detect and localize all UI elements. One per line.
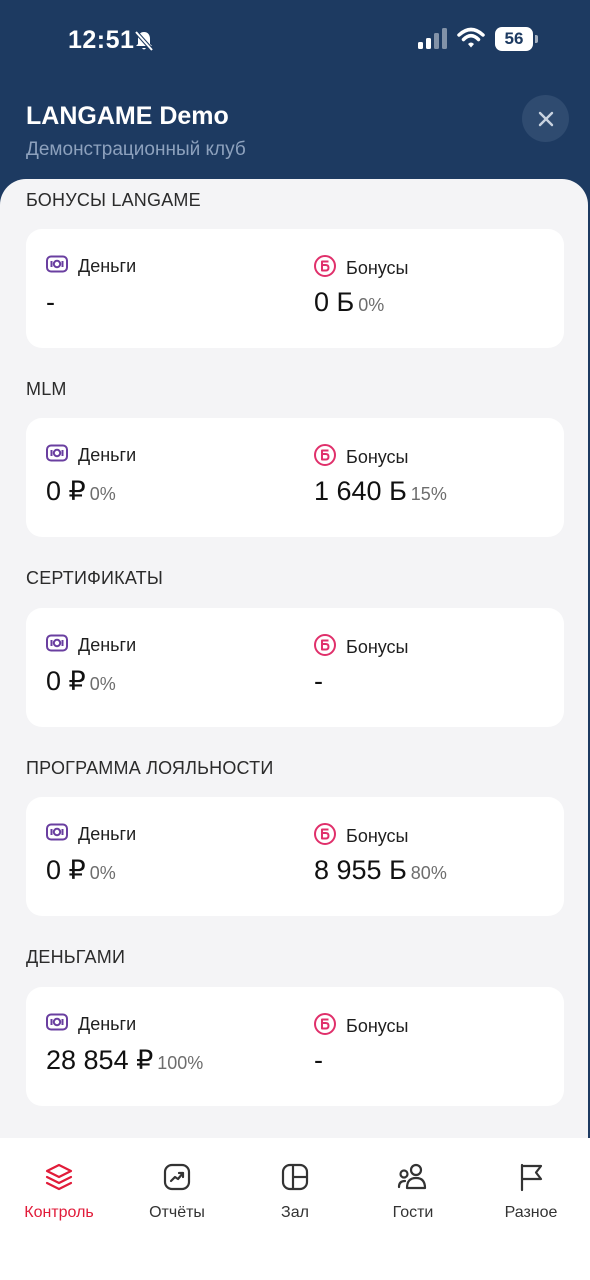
bonus-label-row: Бонусы <box>314 1013 409 1040</box>
cash-icon <box>46 255 68 278</box>
bonus-value-row: - <box>314 666 327 697</box>
bonus-value: - <box>314 666 323 696</box>
bonus-label: Бонусы <box>346 637 409 657</box>
balance-card: Деньги 28 854 ₽100% Бонусы - <box>26 987 564 1106</box>
money-label-row: Деньги <box>46 1013 136 1036</box>
tab-guests[interactable]: Гости <box>354 1138 472 1248</box>
layers-icon <box>0 1162 118 1194</box>
money-value: 0 ₽ <box>46 855 86 885</box>
bonus-label-row: Бонусы <box>314 255 409 282</box>
bonus-value: 1 640 Б <box>314 476 407 506</box>
battery-icon: 56 <box>495 27 538 51</box>
section-title: БОНУСЫ LANGAME <box>26 190 201 210</box>
money-percent: 100% <box>157 1053 204 1073</box>
balance-card: Деньги 0 ₽0% Бонусы - <box>26 608 564 727</box>
bonus-label: Бонусы <box>346 447 409 467</box>
bonus-sheet: БОНУСЫ LANGAME Деньги - Бонусы 0 Б 0% MLM Деньг… <box>0 179 588 1189</box>
bonus-b-icon <box>314 634 336 661</box>
money-label-row: Деньги <box>46 823 136 846</box>
money-value: - <box>46 287 55 317</box>
cash-icon <box>46 823 68 846</box>
section-title: MLM <box>26 379 67 399</box>
bonus-b-icon <box>314 823 336 850</box>
money-label-row: Деньги <box>46 255 136 278</box>
money-value-row: - <box>46 287 59 318</box>
section-title: ПРОГРАММА ЛОЯЛЬНОСТИ <box>26 758 274 778</box>
money-percent: 0% <box>89 863 116 883</box>
money-value: 0 ₽ <box>46 666 86 696</box>
flag-icon <box>472 1162 590 1194</box>
cash-icon <box>46 444 68 467</box>
tab-label: Контроль <box>24 1204 94 1221</box>
bonus-label: Бонусы <box>346 826 409 846</box>
bonus-b-icon <box>314 255 336 282</box>
close-button[interactable] <box>522 95 569 142</box>
money-value-row: 28 854 ₽100% <box>46 1045 203 1076</box>
bonus-label: Бонусы <box>346 258 409 278</box>
bonus-value-row: 8 955 Б 80% <box>314 855 447 886</box>
bonus-label-row: Бонусы <box>314 823 409 850</box>
money-label: Деньги <box>78 1014 137 1034</box>
wifi-icon <box>457 27 485 54</box>
bonus-label-row: Бонусы <box>314 634 409 661</box>
balance-card: Деньги - Бонусы 0 Б 0% <box>26 229 564 348</box>
bonus-percent: 80% <box>410 863 447 883</box>
bonus-value: - <box>314 1045 323 1075</box>
bonus-percent: 0% <box>358 295 385 315</box>
money-label: Деньги <box>78 445 137 465</box>
tab-label: Отчёты <box>149 1204 205 1221</box>
tab-label: Гости <box>392 1204 434 1221</box>
cash-icon <box>46 1013 68 1036</box>
balance-card: Деньги 0 ₽0% Бонусы 8 955 Б 80% <box>26 797 564 916</box>
tab-label: Зал <box>281 1204 309 1221</box>
money-value-row: 0 ₽0% <box>46 476 116 507</box>
cash-icon <box>46 634 68 657</box>
money-value: 28 854 ₽ <box>46 1045 154 1075</box>
money-percent: 0% <box>89 484 116 504</box>
money-percent: 0% <box>89 674 116 694</box>
club-subtitle: Демонстрационный клуб <box>26 139 246 160</box>
bonus-label: Бонусы <box>346 1016 409 1036</box>
bonus-label-row: Бонусы <box>314 444 409 471</box>
bonus-value-row: - <box>314 1045 327 1076</box>
status-bar: 12:51 56 <box>0 0 590 80</box>
layout-icon <box>236 1162 354 1194</box>
bonus-value-row: 0 Б 0% <box>314 287 384 318</box>
users-icon <box>354 1162 472 1194</box>
battery-level: 56 <box>504 29 524 48</box>
bell-muted-icon <box>134 30 154 57</box>
chart-trend-icon <box>118 1162 236 1194</box>
section-title: СЕРТИФИКАТЫ <box>26 568 163 588</box>
tab-hall[interactable]: Зал <box>236 1138 354 1248</box>
money-label-row: Деньги <box>46 634 136 657</box>
tab-misc[interactable]: Разное <box>472 1138 590 1248</box>
bonus-value: 0 Б <box>314 287 355 317</box>
bonus-value-row: 1 640 Б 15% <box>314 476 447 507</box>
cellular-signal-icon <box>418 28 450 55</box>
money-label: Деньги <box>78 824 137 844</box>
club-title: LANGAME Demo <box>26 102 229 130</box>
close-icon <box>538 111 553 126</box>
balance-card: Деньги 0 ₽0% Бонусы 1 640 Б 15% <box>26 418 564 537</box>
status-time: 12:51 <box>68 26 135 54</box>
tab-control[interactable]: Контроль <box>0 1138 118 1248</box>
bonus-value: 8 955 Б <box>314 855 407 885</box>
bonus-b-icon <box>314 1013 336 1040</box>
money-value: 0 ₽ <box>46 476 86 506</box>
bottom-tab-bar: Контроль Отчёты Зал <box>0 1138 590 1280</box>
bonus-percent: 15% <box>410 484 447 504</box>
money-value-row: 0 ₽0% <box>46 855 116 886</box>
section-title: ДЕНЬГАМИ <box>26 947 126 967</box>
money-label: Деньги <box>78 256 137 276</box>
tab-label: Разное <box>504 1204 558 1221</box>
bonus-b-icon <box>314 444 336 471</box>
money-label-row: Деньги <box>46 444 136 467</box>
tab-reports[interactable]: Отчёты <box>118 1138 236 1248</box>
money-label: Деньги <box>78 635 137 655</box>
money-value-row: 0 ₽0% <box>46 666 116 697</box>
